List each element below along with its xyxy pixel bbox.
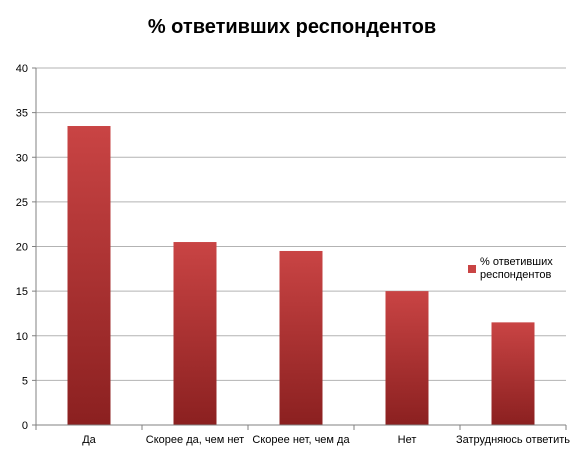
- axes: [35, 68, 567, 430]
- bars: [67, 126, 535, 425]
- y-tick-label: 35: [16, 108, 28, 120]
- x-tick-label: Да: [82, 434, 96, 446]
- bar: [491, 322, 535, 425]
- y-tick-label: 5: [22, 375, 28, 387]
- x-tick-labels: Да Скорее да, чем нет Скорее нет, чем да Не…: [82, 434, 570, 446]
- y-tick-label: 40: [16, 63, 28, 75]
- bar: [67, 126, 111, 425]
- legend-label: % ответивших респондентов: [480, 256, 553, 281]
- x-tick-label: Скорее да, чем нет: [146, 434, 244, 446]
- y-tick-label: 30: [16, 152, 28, 164]
- y-tick-label: 0: [22, 420, 28, 432]
- bar: [279, 250, 323, 425]
- y-tick-label: 20: [16, 242, 28, 254]
- x-tick-label: Затрудняюсь ответить: [456, 434, 570, 446]
- x-tick-label: Скорее нет, чем да: [252, 434, 350, 446]
- legend-swatch: [468, 265, 476, 273]
- x-tick-label: Нет: [398, 434, 417, 446]
- y-tick-label: 25: [16, 197, 28, 209]
- legend: % ответивших респондентов: [468, 256, 580, 282]
- y-tick-labels: 0 5 10 15 20 25 30 35 40: [16, 63, 28, 432]
- chart-title: % ответивших респондентов: [147, 16, 437, 38]
- bar: [173, 242, 217, 425]
- y-tick-label: 15: [16, 286, 28, 298]
- bar: [385, 291, 429, 425]
- y-tick-label: 10: [16, 331, 28, 343]
